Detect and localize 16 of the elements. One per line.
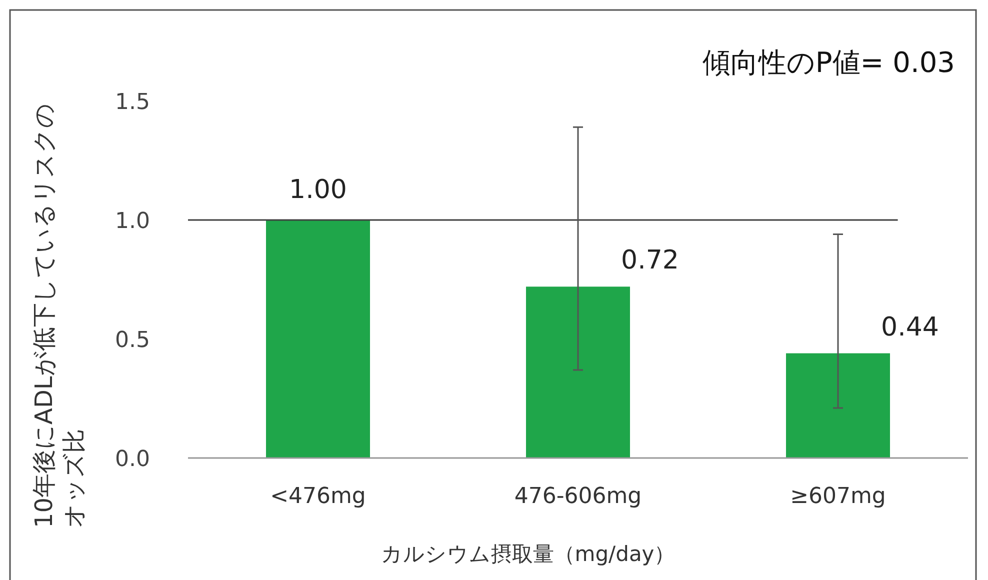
text: 傾向性のP値= 0.03 <box>702 46 955 79</box>
bar <box>266 220 370 458</box>
y-tick-label: 0.0 <box>115 447 150 472</box>
data-label: 0.72 <box>621 246 679 276</box>
data-label: 0.44 <box>881 312 939 342</box>
bar <box>526 286 630 458</box>
y-tick-label: 1.0 <box>115 209 150 234</box>
data-label: 1.00 <box>289 175 347 205</box>
bar <box>786 353 890 458</box>
x-tick-label: <476mg <box>270 484 366 509</box>
x-tick-label: 476-606mg <box>514 484 642 509</box>
x-tick-label: ≥607mg <box>790 484 886 509</box>
y-tick-label: 0.5 <box>115 328 150 353</box>
y-axis-title: 10年後にADLが低下しているリスクのオッズ比 <box>30 103 88 528</box>
y-tick-label: 1.5 <box>115 90 150 115</box>
x-axis-title: カルシウム摂取量（mg/day） <box>380 542 676 566</box>
